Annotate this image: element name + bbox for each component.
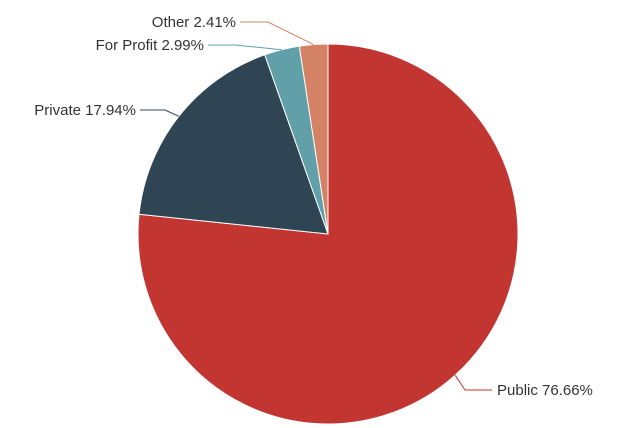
pie-label-other: Other 2.41%: [152, 14, 236, 31]
pie-label-line-other: [240, 21, 314, 45]
pie-slice-private[interactable]: [138, 54, 329, 235]
pie-label-line-for-profit: [208, 44, 282, 51]
pie-label-private: Private 17.94%: [34, 102, 136, 119]
pie-label-public: Public 76.66%: [497, 382, 593, 399]
pie-label-lines: [140, 21, 492, 391]
pie-slices: [137, 43, 519, 425]
pie-label-line-public: [454, 374, 492, 391]
pie-labels: Public 76.66% Private 17.94% For Profit 2.…: [34, 14, 593, 399]
pie-label-for-profit: For Profit 2.99%: [96, 37, 204, 54]
pie-label-line-private: [140, 109, 180, 117]
